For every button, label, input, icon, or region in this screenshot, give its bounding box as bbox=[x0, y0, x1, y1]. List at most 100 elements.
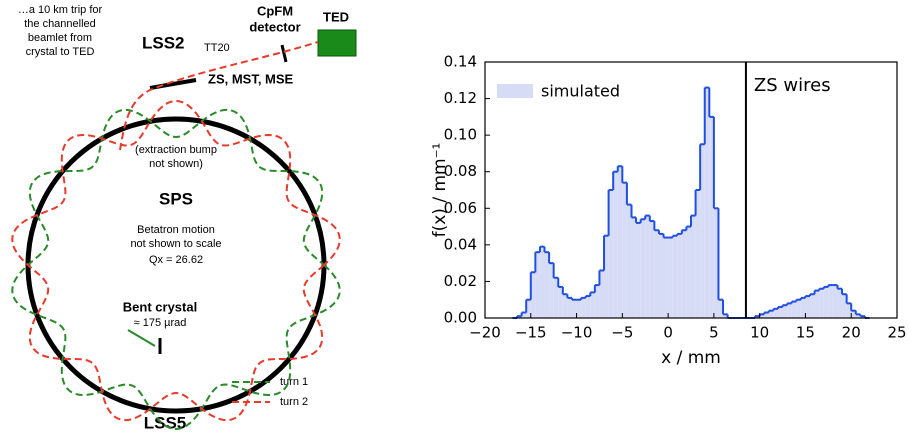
hist-bar bbox=[782, 305, 788, 318]
x-tick-label: 20 bbox=[842, 324, 861, 342]
legend-label: turn 1 bbox=[280, 376, 308, 388]
hist-bar bbox=[581, 297, 586, 318]
hist-bar bbox=[617, 166, 623, 318]
hist-bar bbox=[631, 217, 637, 318]
x-tick-label: 0 bbox=[663, 324, 673, 342]
cpfm-label: CpFM bbox=[257, 3, 293, 18]
hist-bar bbox=[819, 288, 824, 318]
hist-bar bbox=[571, 299, 577, 318]
hist-bar bbox=[704, 87, 710, 318]
hist-bar bbox=[759, 314, 765, 318]
x-tick-label: 25 bbox=[887, 324, 906, 342]
x-tick-label: −10 bbox=[561, 324, 593, 342]
hist-bar bbox=[567, 297, 572, 318]
hist-bar bbox=[576, 299, 582, 318]
y-tick-label: 0.06 bbox=[444, 199, 477, 217]
y-tick-label: 0.10 bbox=[444, 126, 477, 144]
hist-bar bbox=[713, 208, 719, 318]
hist-bar bbox=[814, 290, 820, 318]
crystal-angle: ≈ 175 µrad bbox=[134, 317, 187, 329]
lss2-label: LSS2 bbox=[142, 33, 185, 52]
hist-bar bbox=[681, 230, 687, 318]
hist-bar bbox=[590, 292, 595, 318]
tt20-label: TT20 bbox=[204, 42, 230, 54]
betatron-note: Betatron motion bbox=[137, 224, 215, 236]
hist-bar bbox=[594, 285, 600, 318]
bump-note: not shown) bbox=[149, 158, 203, 170]
x-tick-label: −20 bbox=[469, 324, 501, 342]
hist-bar bbox=[842, 294, 847, 318]
hist-bar bbox=[791, 301, 797, 318]
hist-bar bbox=[855, 314, 861, 318]
legend-label: simulated bbox=[541, 82, 620, 101]
annotation: ZS wires bbox=[754, 75, 831, 96]
tune: Qx = 26.62 bbox=[149, 254, 203, 266]
hist-bar bbox=[608, 190, 614, 318]
hist-bar bbox=[777, 307, 783, 318]
hist-bar bbox=[530, 272, 536, 318]
x-tick-label: −15 bbox=[515, 324, 547, 342]
hist-bar bbox=[805, 296, 811, 318]
hist-bar bbox=[695, 190, 701, 318]
hist-bar bbox=[787, 303, 792, 318]
legend-swatch bbox=[497, 84, 533, 98]
y-tick-label: 0.00 bbox=[444, 309, 477, 327]
hist-bar bbox=[658, 233, 664, 318]
hist-bar bbox=[810, 294, 815, 318]
plot-frame bbox=[484, 61, 898, 319]
sps-diagram: …a 10 km trip for the channelled beamlet… bbox=[11, 3, 357, 432]
hist-bar bbox=[626, 204, 632, 318]
betatron-note: not shown to scale bbox=[130, 238, 221, 250]
hist-bar bbox=[613, 171, 618, 318]
y-tick-label: 0.12 bbox=[444, 89, 477, 107]
y-tick-label: 0.14 bbox=[444, 53, 477, 71]
hist-bar bbox=[677, 233, 682, 318]
hist-bar bbox=[544, 252, 550, 318]
orbit-wave bbox=[11, 99, 341, 422]
cpfm-label: detector bbox=[249, 19, 300, 34]
hist-bar bbox=[718, 299, 724, 318]
x-tick-label: 10 bbox=[750, 324, 769, 342]
hist-bar bbox=[604, 235, 609, 318]
crystal-arrow bbox=[127, 329, 156, 347]
hist-bar bbox=[553, 277, 559, 318]
crystal-label: Bent crystal bbox=[123, 299, 197, 314]
note: crystal to TED bbox=[26, 46, 95, 58]
hist-bar bbox=[558, 286, 563, 318]
y-tick-label: 0.08 bbox=[444, 162, 477, 180]
x-axis-label: x / mm bbox=[661, 348, 721, 368]
hist-bar bbox=[700, 144, 705, 318]
hist-bar bbox=[535, 252, 540, 318]
hist-bar bbox=[654, 230, 659, 318]
hist-bar bbox=[599, 270, 605, 318]
ted-label: TED bbox=[323, 9, 349, 24]
septa-label: ZS, MST, MSE bbox=[208, 71, 294, 86]
sps-label: SPS bbox=[159, 189, 193, 208]
hist-bar bbox=[526, 299, 531, 318]
hist-bar bbox=[828, 285, 833, 318]
hist-bar bbox=[663, 237, 669, 318]
hist-bar bbox=[800, 297, 806, 318]
hist-bar bbox=[723, 314, 728, 318]
hist-bar bbox=[640, 219, 646, 318]
hist-bar bbox=[709, 116, 714, 318]
hist-bar bbox=[837, 288, 843, 318]
hist-bar bbox=[549, 263, 554, 318]
ted-box bbox=[317, 29, 357, 57]
lss5-label: LSS5 bbox=[144, 413, 187, 432]
chart: 0.00 0.02 0.04 0.06 0.08 0.10 0.12 0.14 −20 −15 −1… bbox=[430, 53, 907, 369]
hist-bar bbox=[691, 215, 696, 318]
note: beamlet from bbox=[28, 32, 92, 44]
x-tick-label: −5 bbox=[611, 324, 633, 342]
hist-bar bbox=[796, 299, 801, 318]
hist-bar bbox=[773, 308, 778, 318]
hist-bar bbox=[764, 312, 769, 318]
x-tick-label: 5 bbox=[709, 324, 719, 342]
hist-bar bbox=[672, 235, 678, 318]
y-axis-label: f(x) / mm⁻¹ bbox=[430, 143, 450, 238]
x-tick-label: 15 bbox=[796, 324, 815, 342]
extraction-path bbox=[119, 41, 319, 151]
bump-note: (extraction bump bbox=[135, 144, 217, 156]
hist-bar bbox=[823, 286, 829, 318]
